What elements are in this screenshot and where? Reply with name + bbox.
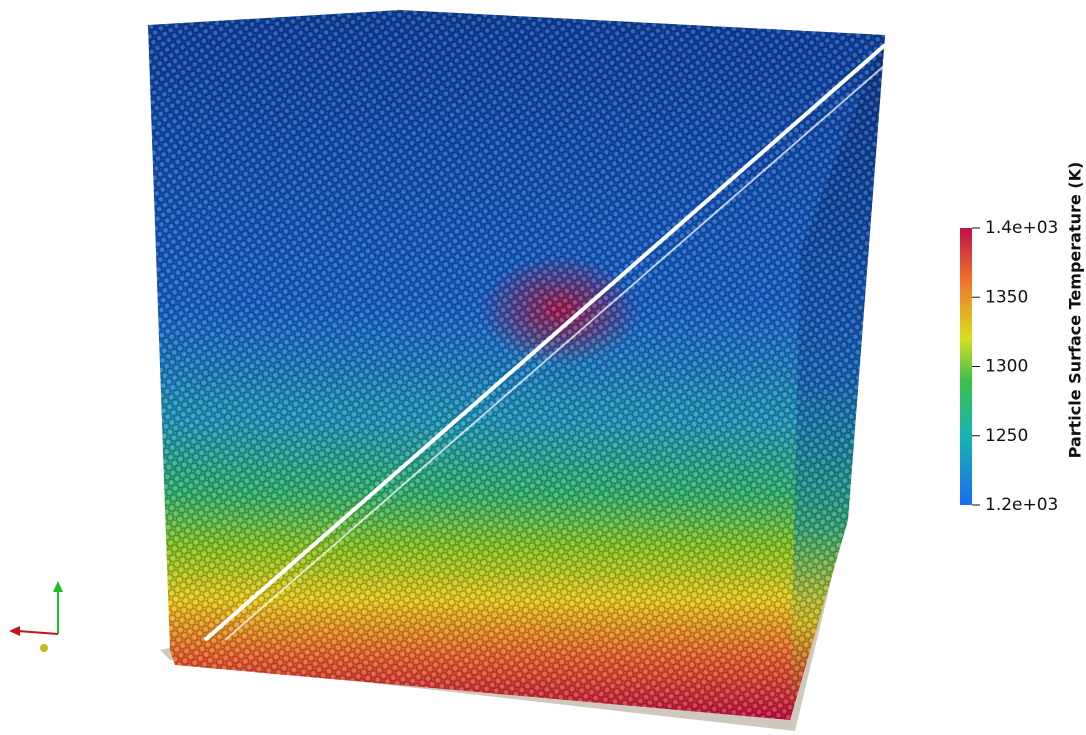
gap-line bbox=[224, 64, 886, 641]
orientation-axes bbox=[9, 581, 63, 652]
color-legend-title: Particle Surface Temperature (K) bbox=[1066, 162, 1085, 459]
tick-label: 1350 bbox=[985, 287, 1028, 307]
axis-x bbox=[17, 630, 59, 635]
axis-y-head bbox=[53, 581, 63, 592]
tick-label: 1.2e+03 bbox=[985, 495, 1058, 515]
axis-x-head bbox=[9, 626, 20, 636]
tick-label: 1250 bbox=[985, 426, 1028, 446]
tick-label: 1300 bbox=[985, 357, 1028, 377]
tick-label: 1.4e+03 bbox=[985, 218, 1058, 238]
particle-cube bbox=[148, 10, 887, 731]
axis-z bbox=[40, 644, 48, 652]
color-legend: Particle Surface Temperature (K) 1.4e+03… bbox=[960, 162, 1085, 515]
gap-line bbox=[203, 43, 887, 642]
color-bar bbox=[960, 228, 972, 505]
